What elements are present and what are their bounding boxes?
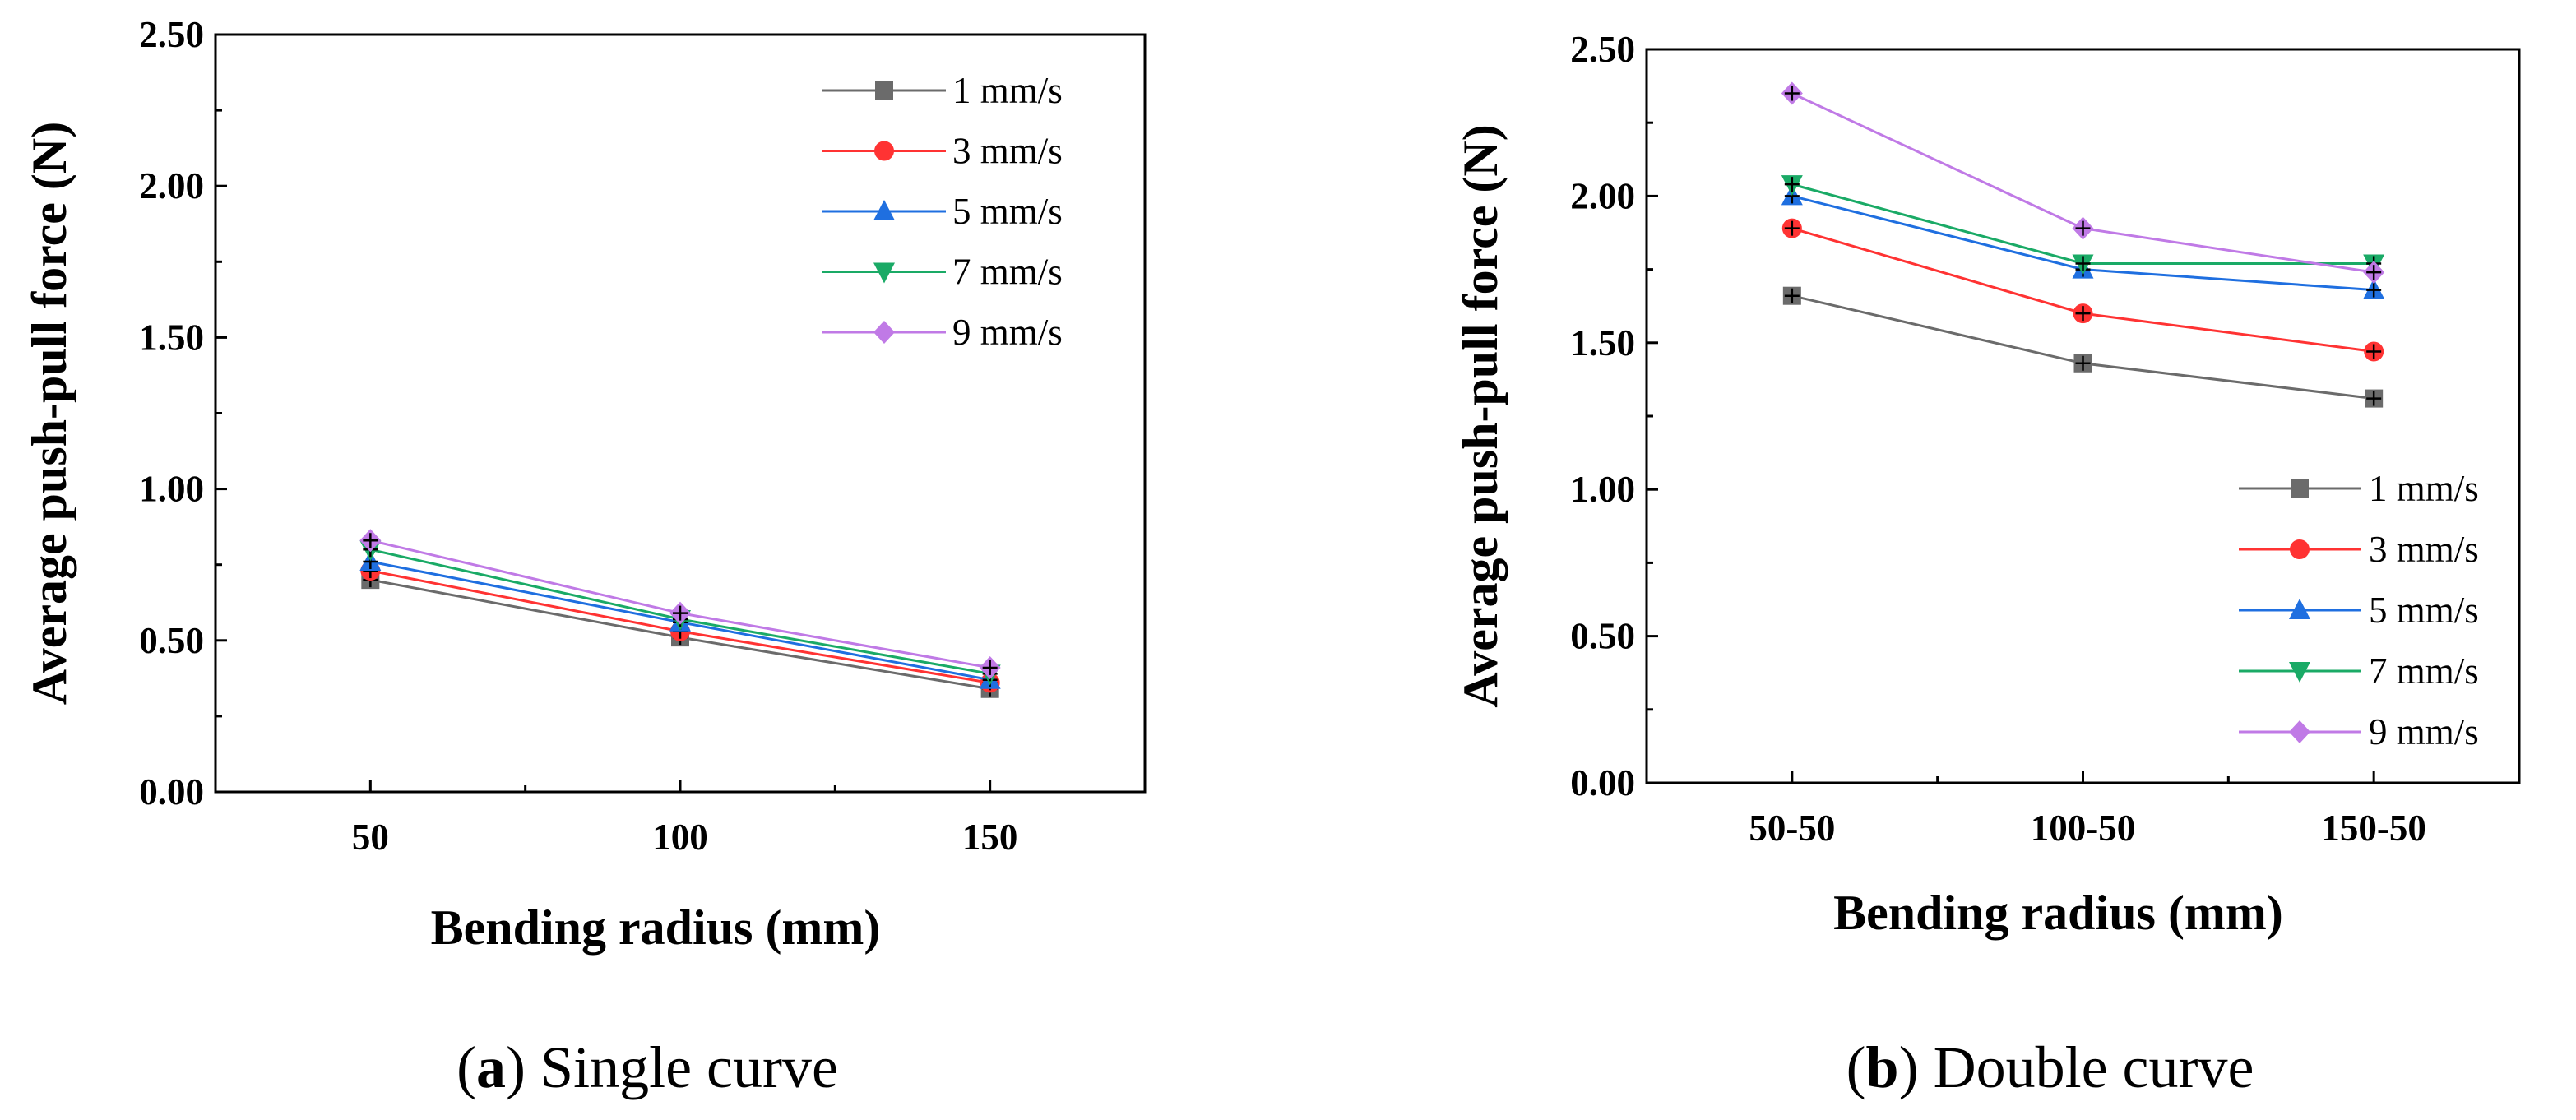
y-tick-label: 1.50 bbox=[1570, 322, 1635, 363]
legend-label: 9 mm/s bbox=[2369, 711, 2479, 752]
legend-marker bbox=[2289, 720, 2310, 743]
legend-marker bbox=[873, 262, 895, 284]
caption-open-paren: ( bbox=[1846, 1034, 1866, 1100]
y-tick-label: 1.50 bbox=[139, 317, 204, 358]
y-tick-label: 2.00 bbox=[1570, 175, 1635, 216]
legend-label: 3 mm/s bbox=[2369, 529, 2479, 570]
y-tick-label: 1.00 bbox=[1570, 469, 1635, 510]
panel-double-curve: 0.00 0.50 1.00 1.50 2.00 2.50 50-50 100-50 150-5… bbox=[1453, 29, 2521, 1100]
x-tick-label: 50 bbox=[352, 817, 389, 858]
series-line bbox=[1791, 227, 2374, 353]
legend-label: 1 mm/s bbox=[2369, 468, 2479, 509]
caption: (a) Single curve bbox=[456, 1034, 838, 1100]
x-tick-label: 150-50 bbox=[2321, 808, 2426, 849]
series-line bbox=[1791, 92, 2374, 274]
legend-marker bbox=[873, 321, 895, 344]
panel-single-curve: 0.00 0.50 1.00 1.50 2.00 2.50 50 100 150 Bending … bbox=[22, 14, 1147, 1100]
legend-label: 7 mm/s bbox=[952, 252, 1063, 293]
legend-label: 1 mm/s bbox=[952, 70, 1063, 111]
y-tick-label: 0.50 bbox=[1570, 616, 1635, 657]
caption-text: Single curve bbox=[540, 1034, 838, 1100]
x-tick-label: 150 bbox=[962, 817, 1018, 858]
legend-label: 5 mm/s bbox=[952, 191, 1063, 232]
caption-text: Double curve bbox=[1934, 1034, 2254, 1100]
x-tick-label: 100-50 bbox=[2031, 808, 2136, 849]
y-tick-label: 1.00 bbox=[139, 469, 204, 510]
x-axis-title: Bending radius (mm) bbox=[431, 900, 881, 955]
caption-letter: a bbox=[476, 1034, 506, 1100]
caption-close-paren: ) bbox=[506, 1034, 540, 1100]
y-tick-label: 0.50 bbox=[139, 620, 204, 661]
legend-label: 3 mm/s bbox=[952, 131, 1063, 172]
legend: 1 mm/s 3 mm/s 5 mm/s 7 mm/s 9 mm/s bbox=[822, 70, 1063, 353]
legend-marker bbox=[2291, 479, 2309, 498]
legend: 1 mm/s 3 mm/s 5 mm/s 7 mm/s 9 mm/s bbox=[2239, 468, 2479, 752]
legend-marker bbox=[2289, 599, 2310, 619]
caption-letter: b bbox=[1866, 1034, 1899, 1100]
y-tick-label: 2.50 bbox=[139, 14, 204, 55]
legend-label: 7 mm/s bbox=[2369, 650, 2479, 692]
y-axis-title: Average push-pull force (N) bbox=[1453, 124, 1508, 707]
x-tick-label: 50-50 bbox=[1749, 808, 1835, 849]
caption-open-paren: ( bbox=[456, 1034, 476, 1100]
legend-marker bbox=[875, 81, 893, 100]
legend-label: 9 mm/s bbox=[952, 312, 1063, 353]
y-axis-title: Average push-pull force (N) bbox=[22, 122, 76, 705]
legend-marker bbox=[2290, 539, 2310, 559]
legend-marker bbox=[874, 141, 894, 161]
x-axis-title: Bending radius (mm) bbox=[1833, 886, 2283, 940]
y-tick-label: 0.00 bbox=[1570, 762, 1635, 803]
y-tick-label: 2.00 bbox=[139, 165, 204, 206]
legend-marker bbox=[2289, 662, 2310, 683]
x-tick-label: 100 bbox=[652, 817, 708, 858]
y-tick-label: 0.00 bbox=[139, 771, 204, 812]
caption: (b) Double curve bbox=[1846, 1034, 2254, 1100]
y-tick-label: 2.50 bbox=[1570, 29, 1635, 70]
caption-close-paren: ) bbox=[1899, 1034, 1934, 1100]
legend-marker bbox=[873, 200, 895, 220]
legend-label: 5 mm/s bbox=[2369, 590, 2479, 631]
